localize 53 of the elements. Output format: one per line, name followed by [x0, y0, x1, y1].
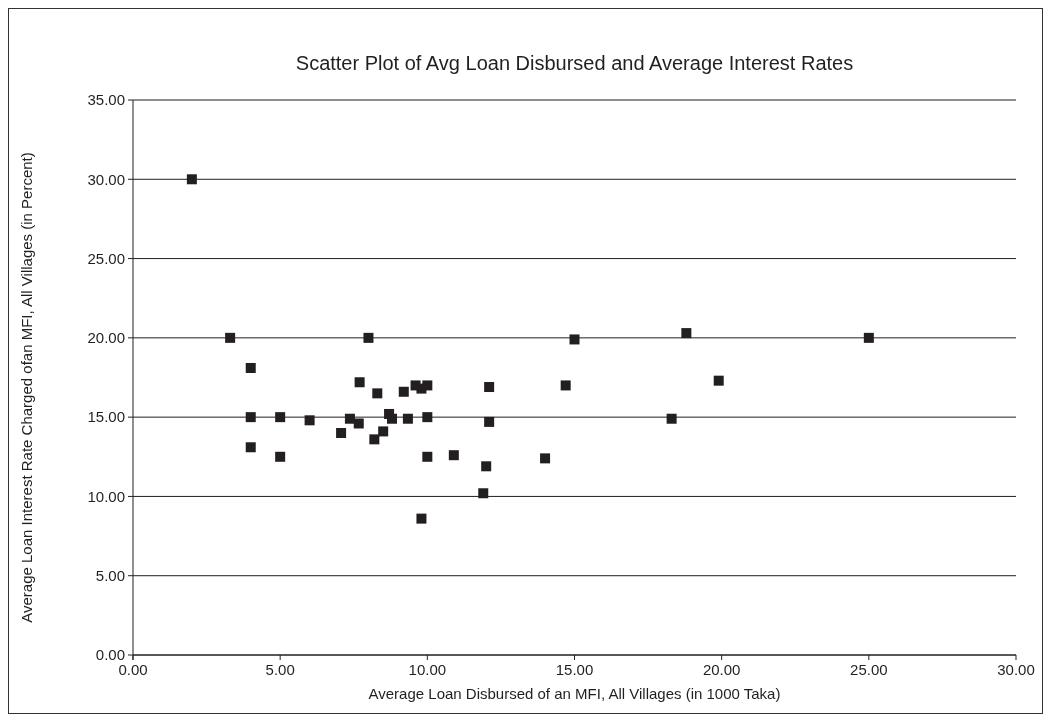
- y-axis-title: Average Loan Interest Rate Charged ofan MFI, All Villages (in Percent): [18, 152, 35, 623]
- point: [245, 362, 256, 373]
- point: [353, 418, 364, 429]
- x-tick-label: 30.00: [997, 661, 1035, 678]
- point: [481, 461, 492, 472]
- point: [478, 488, 489, 499]
- point: [448, 450, 459, 461]
- point: [354, 377, 365, 388]
- point: [275, 451, 286, 462]
- point: [540, 453, 551, 464]
- x-tick-label: 0.00: [118, 661, 148, 678]
- x-tick-label: 20.00: [702, 661, 741, 678]
- point: [378, 426, 389, 437]
- point: [304, 415, 315, 426]
- point: [245, 442, 256, 453]
- point: [275, 412, 286, 423]
- point: [422, 412, 433, 423]
- point: [336, 428, 347, 438]
- point: [560, 380, 571, 391]
- point: [713, 375, 724, 386]
- x-tick-label: 25.00: [850, 661, 888, 678]
- point: [416, 513, 427, 524]
- point: [484, 382, 495, 393]
- point: [344, 413, 355, 424]
- point: [398, 386, 409, 397]
- point: [225, 332, 236, 343]
- x-tick-label: 15.00: [555, 661, 594, 678]
- point: [569, 334, 580, 345]
- y-tick-label: 15.00: [87, 408, 125, 426]
- point: [666, 413, 677, 424]
- point: [369, 434, 380, 445]
- y-tick-label: 20.00: [87, 329, 125, 347]
- point: [681, 328, 692, 339]
- point: [863, 332, 874, 343]
- point: [422, 380, 433, 391]
- point: [245, 412, 256, 423]
- y-tick-label: 25.00: [87, 249, 125, 267]
- point: [363, 332, 374, 343]
- x-axis-title: Average Loan Disbursed of an MFI, All Villages (in 1000 Taka): [368, 685, 781, 702]
- y-tick-label: 10.00: [87, 487, 125, 505]
- x-tick-label: 5.00: [265, 661, 295, 678]
- point: [402, 413, 413, 424]
- y-tick-label: 35.00: [87, 91, 125, 109]
- point: [372, 388, 383, 399]
- y-tick-label: 30.00: [87, 170, 125, 188]
- chart-title: Scatter Plot of Avg Loan Disbursed and Average Interest Rates: [295, 52, 854, 74]
- y-tick-label: 5.00: [95, 566, 125, 584]
- x-tick-label: 10.00: [408, 661, 447, 678]
- point: [186, 174, 197, 185]
- y-tick-label: 0.00: [95, 646, 125, 664]
- point: [422, 451, 433, 462]
- point: [484, 416, 495, 427]
- point: [387, 413, 398, 424]
